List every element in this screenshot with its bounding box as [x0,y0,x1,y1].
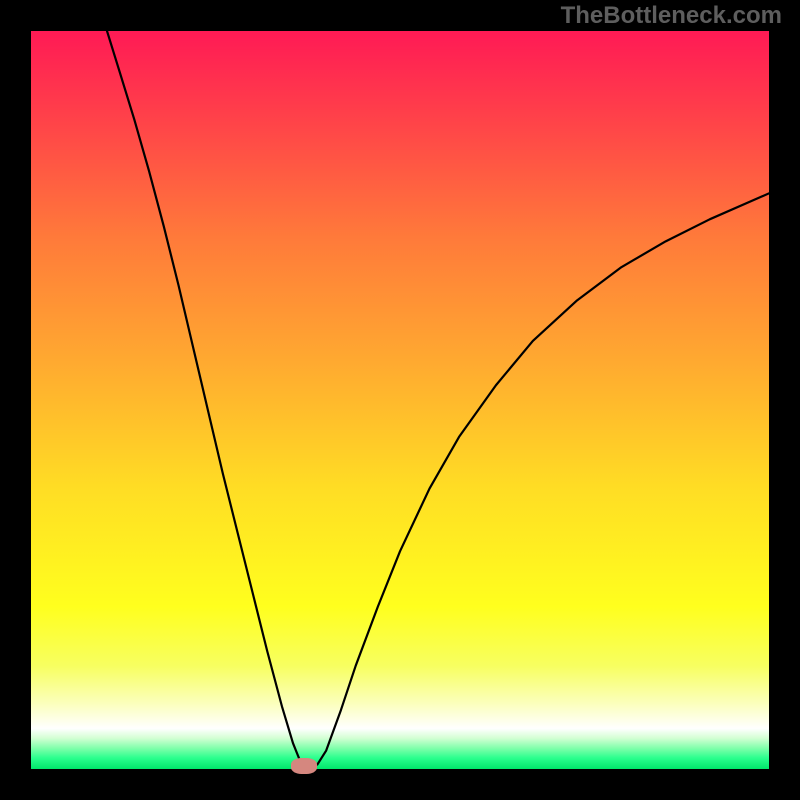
watermark-text: TheBottleneck.com [561,2,782,30]
plot-area [31,31,769,769]
optimal-point-marker [291,758,317,774]
bottleneck-curve [31,31,769,769]
chart-frame: TheBottleneck.com [0,0,800,800]
